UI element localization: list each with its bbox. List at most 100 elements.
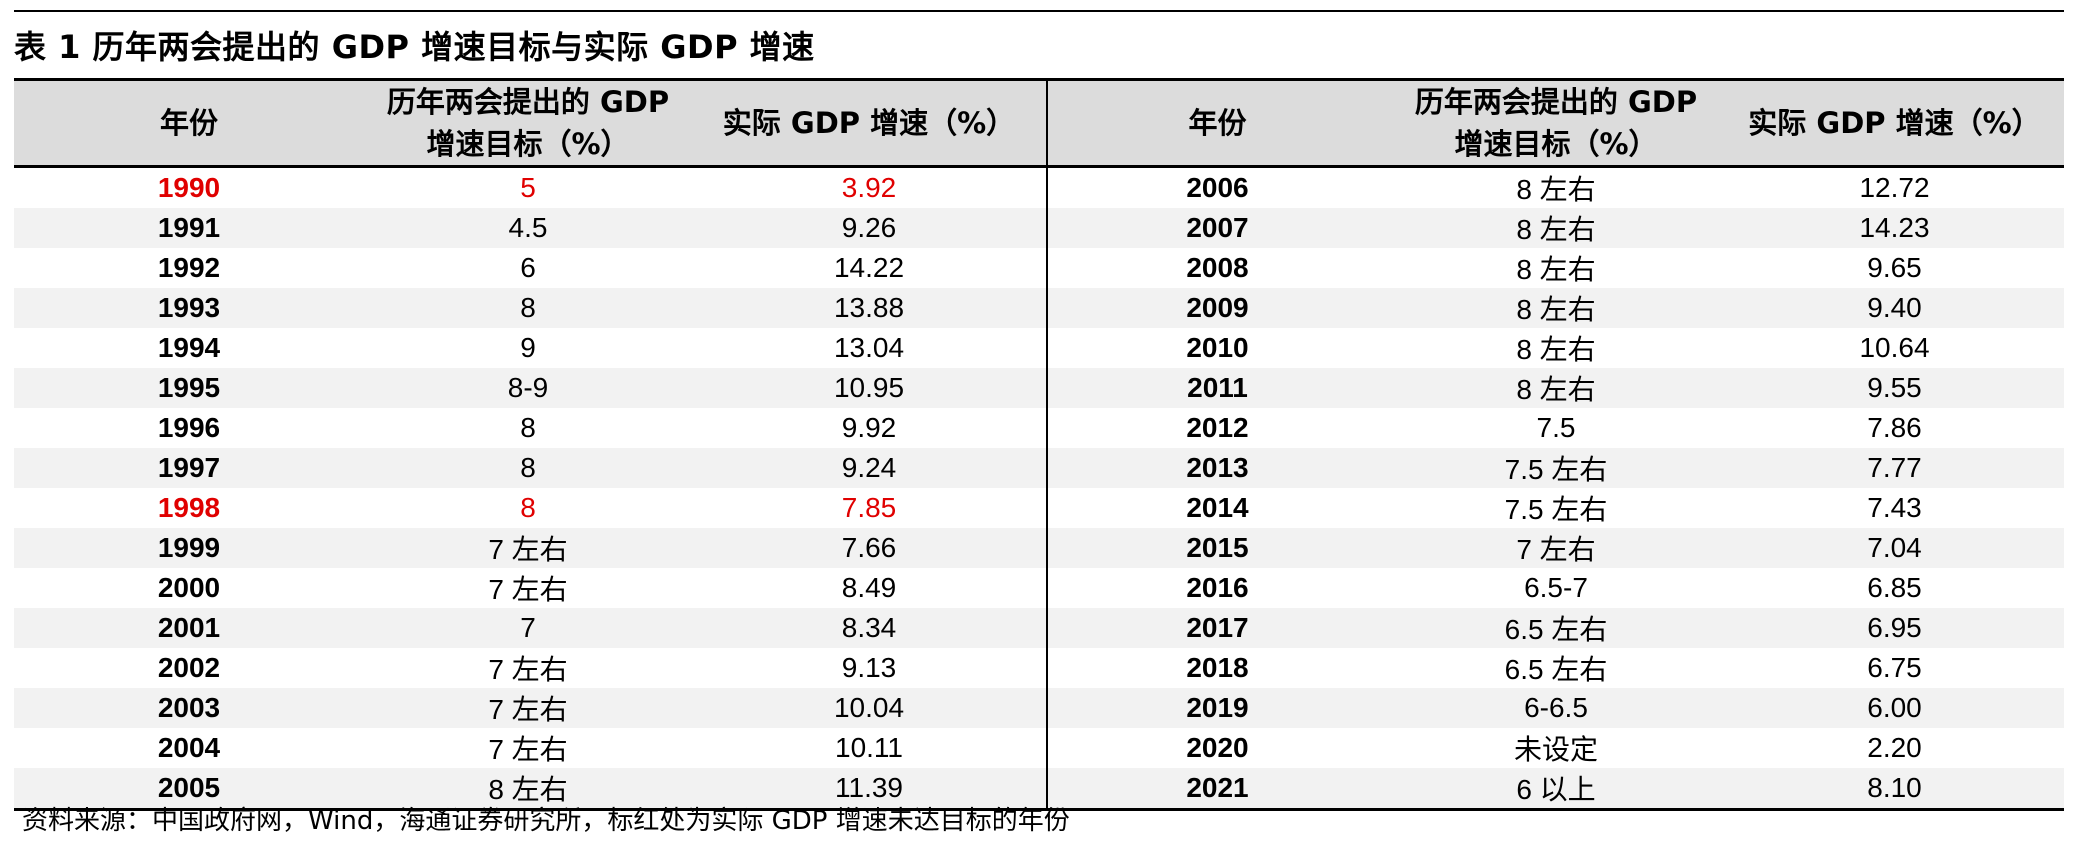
right-actual-cell: 7.86 <box>1867 412 1922 443</box>
right-target-cell: 6.5 左右 <box>1504 614 1608 645</box>
right-year-cell: 2007 <box>1186 212 1249 243</box>
left-target-cell: 8 左右 <box>364 768 692 811</box>
right-actual-cell: 6.95 <box>1867 612 1922 643</box>
left-year-cell: 2000 <box>157 572 221 603</box>
source-note: 资料来源：中国政府网，Wind，海通证券研究所，标红处为实际 GDP 增速未达目… <box>22 806 1070 836</box>
header-year: 年份 <box>14 78 364 168</box>
right-year-cell: 2011 <box>1187 372 1248 403</box>
left-target-cell: 7 左右 <box>488 654 568 685</box>
table-row: 1990 5 3.92 2006 8 左右 12.72 <box>14 166 2064 208</box>
left-actual-cell: 14.22 <box>692 248 1048 288</box>
left-target-cell: 8 <box>520 492 536 523</box>
left-year-cell: 1998 <box>157 492 221 523</box>
right-target-cell: 6-6.5 <box>1524 692 1588 723</box>
left-year-cell: 1991 <box>157 212 221 243</box>
left-actual-cell: 10.95 <box>692 368 1048 408</box>
right-actual-cell: 6.75 <box>1867 652 1922 683</box>
right-target-cell: 7.5 <box>1536 412 1576 443</box>
right-actual-cell: 8.10 <box>1725 768 2064 811</box>
table-row: 1997 8 9.24 2013 7.5 左右 7.77 <box>14 448 2064 488</box>
table-row: 1991 4.5 9.26 2007 8 左右 14.23 <box>14 208 2064 248</box>
left-target-cell: 8 <box>520 452 536 483</box>
right-year-cell: 2009 <box>1186 292 1249 323</box>
right-target-cell: 7.5 左右 <box>1504 494 1608 525</box>
left-target-cell: 6 <box>520 252 536 283</box>
left-target-cell: 7 左右 <box>488 534 568 565</box>
right-year-cell: 2018 <box>1186 652 1249 683</box>
right-target-cell: 6 以上 <box>1387 768 1725 811</box>
left-year-cell: 1992 <box>157 252 221 283</box>
left-actual-cell: 9.92 <box>692 408 1048 448</box>
table-row: 1992 6 14.22 2008 8 左右 9.65 <box>14 248 2064 288</box>
table-title: 表 1 历年两会提出的 GDP 增速目标与实际 GDP 增速 <box>14 28 815 66</box>
left-year-cell: 2001 <box>157 612 221 643</box>
left-target-cell: 7 左右 <box>488 734 568 765</box>
right-actual-cell: 12.72 <box>1859 172 1930 203</box>
left-target-cell: 8 <box>520 292 536 323</box>
table-row: 1994 9 13.04 2010 8 左右 10.64 <box>14 328 2064 368</box>
right-actual-cell: 10.64 <box>1859 332 1930 363</box>
right-target-cell: 6.5-7 <box>1524 572 1588 603</box>
left-year-cell: 1997 <box>157 452 221 483</box>
left-target-cell: 7 <box>520 612 536 643</box>
left-year-cell: 2005 <box>14 768 364 811</box>
right-target-cell: 8 左右 <box>1516 214 1596 245</box>
left-actual-cell: 13.04 <box>692 328 1048 368</box>
right-year-cell: 2019 <box>1186 692 1249 723</box>
left-year-cell: 1990 <box>157 172 221 203</box>
table-row: 2001 7 8.34 2017 6.5 左右 6.95 <box>14 608 2064 648</box>
table-row: 2005 8 左右 11.39 2021 6 以上 8.10 <box>14 768 2064 811</box>
table-row: 1998 8 7.85 2014 7.5 左右 7.43 <box>14 488 2064 528</box>
right-actual-cell: 7.43 <box>1867 492 1922 523</box>
left-actual-cell: 13.88 <box>692 288 1048 328</box>
left-actual-cell: 9.26 <box>692 208 1048 248</box>
right-actual-cell: 6.85 <box>1867 572 1922 603</box>
table-row: 1996 8 9.92 2012 7.5 7.86 <box>14 408 2064 448</box>
right-year-cell: 2016 <box>1186 572 1249 603</box>
table-row: 1999 7 左右 7.66 2015 7 左右 7.04 <box>14 528 2064 568</box>
table-row: 1995 8-9 10.95 2011 8 左右 9.55 <box>14 368 2064 408</box>
left-actual-cell: 8.49 <box>692 568 1048 608</box>
right-year-cell: 2012 <box>1186 412 1249 443</box>
left-target-cell: 8 <box>520 412 536 443</box>
right-target-cell: 8 左右 <box>1516 254 1596 285</box>
left-year-cell: 1999 <box>157 532 221 563</box>
table-row: 2000 7 左右 8.49 2016 6.5-7 6.85 <box>14 568 2064 608</box>
header-target-line1-right: 历年两会提出的 GDP <box>1414 85 1698 119</box>
table-body: 1990 5 3.92 2006 8 左右 12.72 1991 4.5 9.26 2007 8 左… <box>14 166 2064 811</box>
right-target-cell: 8 左右 <box>1516 174 1596 205</box>
right-actual-cell: 7.77 <box>1867 452 1922 483</box>
header-actual: 实际 GDP 增速（%） <box>692 78 1048 168</box>
table-header: 年份 历年两会提出的 GDP 增速目标（%） 实际 GDP 增速（%） 年份 历… <box>14 78 2064 168</box>
right-target-cell: 8 左右 <box>1516 334 1596 365</box>
gdp-table: 年份 历年两会提出的 GDP 增速目标（%） 实际 GDP 增速（%） 年份 历… <box>14 78 2064 811</box>
right-target-cell: 7 左右 <box>1516 534 1596 565</box>
right-target-cell: 8 左右 <box>1516 294 1596 325</box>
header-year-right: 年份 <box>1047 78 1387 168</box>
header-target-line2: 增速目标（%） <box>426 127 630 161</box>
left-actual-cell: 9.13 <box>692 648 1048 688</box>
right-actual-cell: 9.40 <box>1867 292 1922 323</box>
right-actual-cell: 2.20 <box>1867 732 1922 763</box>
left-target-cell: 5 <box>520 172 536 203</box>
header-target-line1: 历年两会提出的 GDP <box>386 85 670 119</box>
right-actual-cell: 9.65 <box>1867 252 1922 283</box>
right-year-cell: 2006 <box>1186 172 1249 203</box>
left-target-cell: 7 左右 <box>488 694 568 725</box>
left-actual-cell: 11.39 <box>692 768 1048 811</box>
right-year-cell: 2008 <box>1186 252 1249 283</box>
left-year-cell: 2003 <box>157 692 221 723</box>
right-year-cell: 2013 <box>1186 452 1249 483</box>
table-row: 2004 7 左右 10.11 2020 未设定 2.20 <box>14 728 2064 768</box>
header-target-line2-right: 增速目标（%） <box>1454 127 1658 161</box>
left-actual-cell: 7.85 <box>692 488 1048 528</box>
left-target-cell: 9 <box>520 332 536 363</box>
left-actual-cell: 3.92 <box>692 166 1048 208</box>
left-year-cell: 1996 <box>157 412 221 443</box>
right-target-cell: 未设定 <box>1513 734 1598 765</box>
table-row: 1993 8 13.88 2009 8 左右 9.40 <box>14 288 2064 328</box>
left-actual-cell: 8.34 <box>692 608 1048 648</box>
left-actual-cell: 10.04 <box>692 688 1048 728</box>
table-row: 2002 7 左右 9.13 2018 6.5 左右 6.75 <box>14 648 2064 688</box>
right-year-cell: 2015 <box>1186 532 1249 563</box>
